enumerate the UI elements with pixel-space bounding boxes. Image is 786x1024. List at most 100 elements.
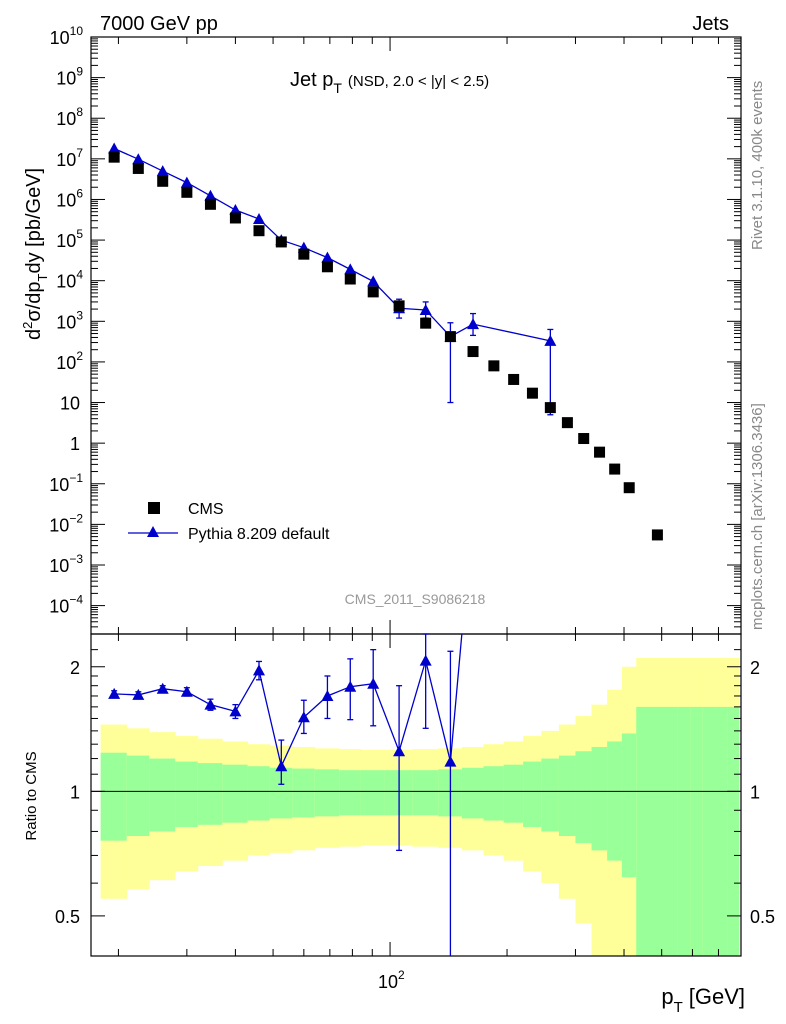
ratio-band-inner-bin [360, 770, 386, 816]
ratio-band-inner-bin [636, 706, 652, 956]
ratio-uncertainty-bands [100, 657, 740, 956]
pythia-point [229, 204, 242, 216]
ratio-y-tick-label-right: 0.5 [750, 907, 775, 927]
ratio-y-tick-label-right: 2 [750, 658, 760, 678]
y-tick-label: 1 [70, 434, 80, 454]
x-tick-label-100: 102 [378, 968, 405, 992]
pythia-point [467, 318, 480, 330]
ratio-band-inner-bin [222, 764, 249, 823]
cms-point [623, 482, 635, 494]
ratio-band-inner-bin [247, 766, 271, 821]
ratio-point [321, 689, 334, 701]
ratio-band-inner-bin [650, 706, 665, 956]
ratio-band-inner-bin [523, 761, 542, 827]
ratio-band-inner-bin [314, 769, 340, 817]
pythia-point [367, 275, 380, 287]
cms-point [344, 273, 356, 285]
ratio-y-tick-label-left: 1 [70, 782, 80, 802]
ratio-band-inner-bin [126, 755, 150, 836]
energy-label: 7000 GeV pp [100, 13, 218, 35]
pythia-point [344, 263, 357, 275]
ratio-point [204, 698, 217, 710]
pythia-point [132, 153, 145, 165]
y-tick-label: 107 [56, 146, 83, 170]
data-series [108, 142, 663, 956]
ratio-band-inner-bin [197, 763, 223, 825]
ratio-band-inner-bin [175, 761, 199, 827]
pythia-point [544, 334, 557, 346]
cms-point [561, 417, 573, 429]
ratio-plot-frame [90, 633, 742, 957]
ratio-band-inner-bin [607, 741, 623, 861]
ratio-point [344, 680, 357, 692]
pythia-point [180, 176, 193, 188]
cms-point [651, 529, 663, 541]
legend: CMS Pythia 8.209 default [128, 501, 330, 543]
cms-point [508, 373, 520, 385]
y-tick-label: 10−4 [49, 593, 83, 617]
ratio-band-inner-bin [412, 770, 439, 816]
ratio-point [419, 654, 432, 666]
cms-point [321, 261, 333, 273]
y-tick-label: 109 [56, 65, 83, 89]
y-tick-label: 10 [60, 394, 80, 414]
cms-point [204, 198, 216, 210]
cms-point [275, 236, 287, 248]
cms-point [367, 286, 379, 298]
plot-title: Jet pT (NSD, 2.0 < |y| < 2.5) [290, 69, 489, 96]
y-tick-label: 10−2 [49, 511, 83, 535]
ratio-point [393, 745, 406, 757]
ratio-band-inner-bin [269, 767, 293, 819]
ratio-series-line [114, 634, 463, 769]
pythia-point [252, 213, 265, 225]
ratio-band-inner-bin [503, 764, 524, 823]
y-tick-label: 10−1 [49, 471, 83, 495]
ratio-y-axis-label: Ratio to CMS [23, 751, 40, 840]
y-tick-label: 10−3 [49, 552, 83, 576]
legend-pythia-marker [147, 526, 159, 537]
x-axis-label: pT [GeV] [661, 984, 745, 1016]
y-tick-label: 1010 [50, 24, 84, 48]
ratio-band-inner-bin [591, 746, 608, 851]
ratio-band-inner-bin [677, 706, 691, 956]
cms-point [594, 446, 606, 458]
cms-point [544, 402, 556, 414]
y-tick-label: 108 [56, 105, 83, 129]
pythia-point [108, 142, 121, 154]
cms-point [108, 151, 120, 163]
ratio-band-inner-bin [727, 706, 740, 956]
ratio-band-inner-bin [100, 752, 128, 841]
cms-point [253, 225, 265, 237]
main-plot-frame [90, 36, 742, 635]
cms-point [420, 317, 432, 329]
legend-pythia-label: Pythia 8.209 default [188, 526, 330, 543]
y-tick-label: 104 [56, 268, 83, 292]
cms-point [157, 175, 169, 187]
ratio-point [132, 688, 145, 700]
cms-point [609, 463, 621, 475]
ratio-point [367, 677, 380, 689]
analysis-watermark: CMS_2011_S9086218 [345, 591, 486, 607]
cms-point [488, 360, 500, 372]
ratio-band-inner-bin [664, 706, 678, 956]
ratio-band-inner-bin [575, 751, 593, 844]
cms-point [229, 212, 241, 224]
cms-point [526, 387, 538, 399]
pythia-point [204, 189, 217, 201]
y-tick-label: 102 [56, 349, 83, 373]
ratio-band-inner-bin [690, 706, 704, 956]
cms-point [467, 346, 479, 358]
y-tick-label: 105 [56, 227, 83, 251]
ratio-point [252, 664, 265, 676]
mcplots-reference-label: mcplots.cern.ch [arXiv:1306.3436] [749, 403, 766, 630]
pythia-point [321, 251, 334, 263]
ratio-band-inner-bin [702, 706, 716, 956]
plot-frames [90, 36, 742, 957]
ratio-y-tick-label-left: 2 [70, 658, 80, 678]
cms-point [444, 331, 456, 343]
ratio-point [156, 682, 169, 694]
cms-point [393, 300, 405, 312]
ratio-point [275, 760, 288, 772]
cms-point [578, 433, 590, 445]
